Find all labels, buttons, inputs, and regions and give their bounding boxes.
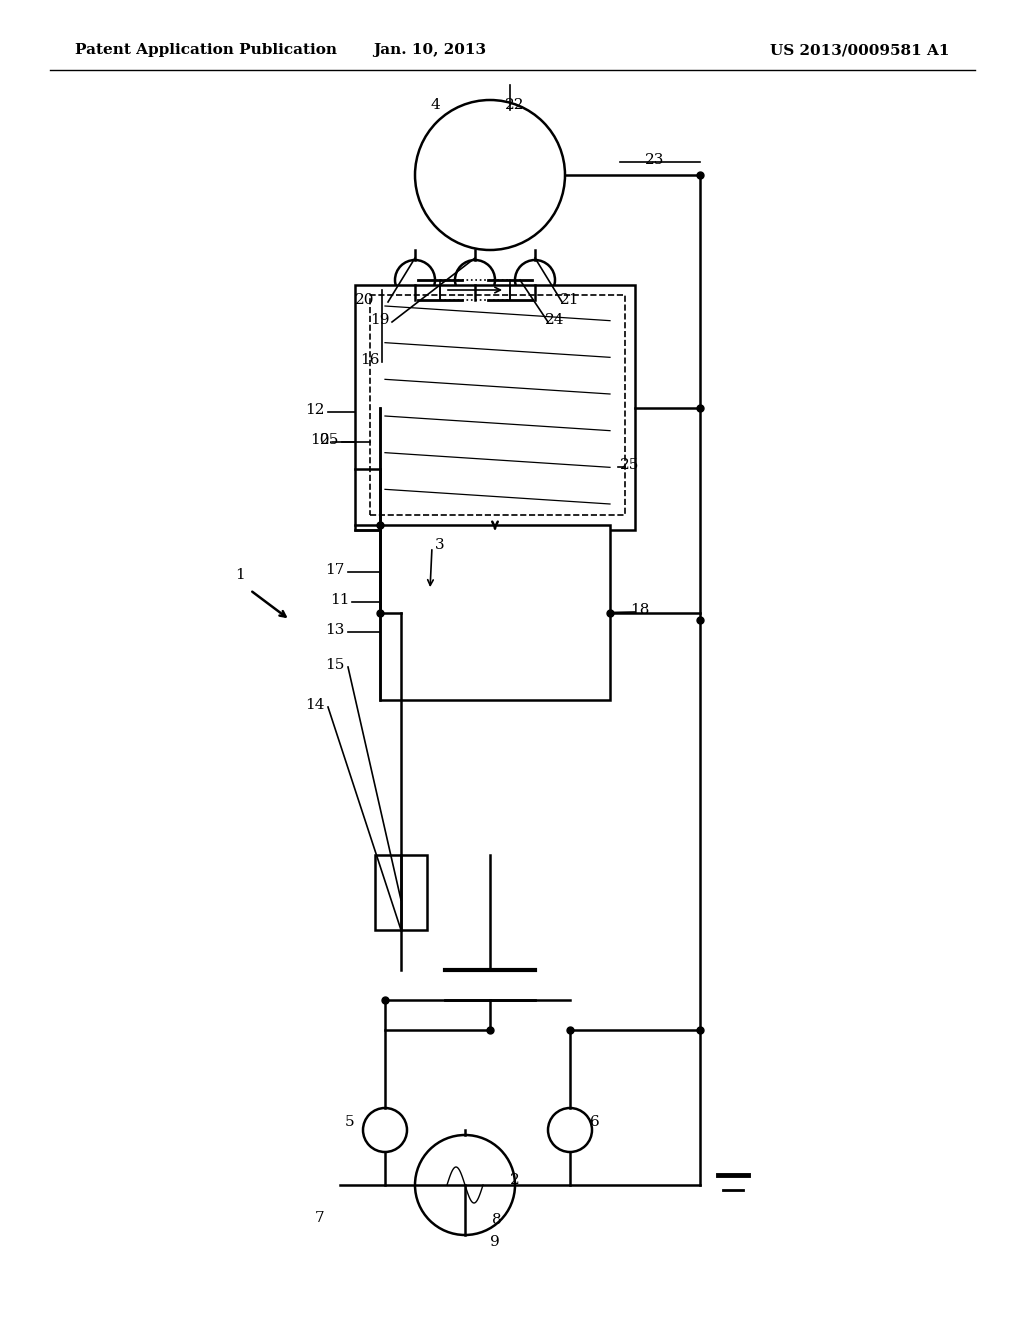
Text: 8: 8 [493, 1213, 502, 1228]
Text: 6: 6 [590, 1115, 600, 1129]
Text: 20: 20 [355, 293, 375, 308]
Text: 23: 23 [645, 153, 665, 168]
Text: 5: 5 [345, 1115, 354, 1129]
Text: 18: 18 [631, 603, 649, 616]
Text: 19: 19 [371, 313, 390, 327]
Text: 15: 15 [326, 657, 345, 672]
Text: 3: 3 [435, 539, 444, 552]
Text: 9: 9 [490, 1236, 500, 1249]
Bar [355, 285, 635, 531]
Text: Jan. 10, 2013: Jan. 10, 2013 [374, 44, 486, 57]
Text: 10: 10 [310, 433, 330, 447]
Bar [380, 525, 610, 700]
Text: 2: 2 [510, 1173, 520, 1187]
Text: 24: 24 [545, 313, 565, 327]
Text: 25: 25 [321, 433, 340, 447]
Text: 25: 25 [621, 458, 640, 473]
Text: 16: 16 [360, 352, 380, 367]
Text: US 2013/0009581 A1: US 2013/0009581 A1 [770, 44, 950, 57]
Text: Patent Application Publication: Patent Application Publication [75, 44, 337, 57]
Text: 21: 21 [560, 293, 580, 308]
Text: 4: 4 [430, 98, 440, 112]
Text: 14: 14 [305, 698, 325, 711]
Text: 22: 22 [505, 98, 524, 112]
Text: 11: 11 [331, 593, 350, 607]
Text: 1: 1 [236, 568, 245, 582]
Bar [375, 855, 427, 931]
Text: 13: 13 [326, 623, 345, 638]
Text: 17: 17 [326, 564, 345, 577]
Bar [370, 294, 625, 515]
Text: 7: 7 [315, 1210, 325, 1225]
Text: 12: 12 [305, 403, 325, 417]
